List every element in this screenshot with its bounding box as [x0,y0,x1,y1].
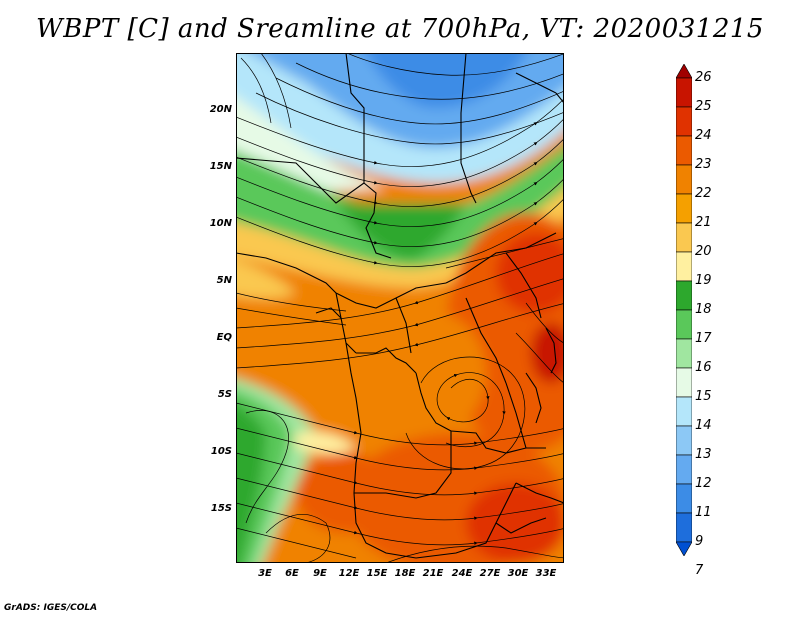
colorbar-swatch [676,193,692,224]
colorbar-label: 14 [695,418,712,433]
y-tick-label: 10S [210,446,232,457]
chart-title: WBPT [C] and Sreamline at 700hPa, VT: 20… [36,14,764,44]
x-tick-label: 9E [313,568,327,579]
colorbar-label: 25 [695,99,712,114]
x-tick-label: 18E [394,568,416,579]
colorbar-label: 19 [695,273,712,288]
colorbar-label: 23 [695,157,712,172]
colorbar-swatch [676,454,692,485]
y-tick-label: 5S [217,389,232,400]
colorbar-bottom-arrow [676,541,692,556]
colorbar-label: 9 [695,534,704,549]
colorbar [676,64,692,556]
colorbar-label: 22 [695,186,712,201]
map-panel [236,53,564,563]
colorbar-swatch [676,367,692,398]
colorbar-swatch [676,77,692,108]
colorbar-swatch [676,396,692,427]
colorbar-swatch [676,483,692,514]
x-tick-label: 33E [535,568,557,579]
x-tick-label: 21E [422,568,444,579]
colorbar-label: 24 [695,128,712,143]
colorbar-swatch [676,338,692,369]
y-tick-label: 15S [210,503,232,514]
colorbar-label: 11 [695,505,712,520]
x-tick-label: 6E [285,568,299,579]
colorbar-label: 21 [695,215,712,230]
colorbar-swatch [676,309,692,340]
x-tick-label: 24E [451,568,473,579]
y-tick-label: 20N [209,104,232,115]
colorbar-label: 20 [695,244,712,259]
wbpt-map [236,53,564,563]
y-tick-label: 5N [216,275,232,286]
colorbar-top-arrow [676,64,692,79]
colorbar-label: 18 [695,302,712,317]
colorbar-swatch [676,425,692,456]
x-tick-label: 12E [338,568,360,579]
grads-credit: GrADS: IGES/COLA [4,603,98,613]
y-tick-label: 15N [209,161,232,172]
colorbar-label: 15 [695,389,712,404]
x-tick-label: 30E [507,568,529,579]
x-tick-label: 3E [258,568,272,579]
colorbar-label: 16 [695,360,712,375]
y-tick-label: 10N [209,218,232,229]
colorbar-label: 26 [695,70,712,85]
colorbar-label: 7 [695,563,704,578]
x-tick-label: 27E [479,568,501,579]
colorbar-swatch [676,106,692,137]
colorbar-swatch [676,222,692,253]
streamlines [236,53,564,563]
colorbar-swatch [676,164,692,195]
colorbar-swatch [676,251,692,282]
x-tick-label: 15E [366,568,388,579]
colorbar-swatch [676,135,692,166]
y-tick-label: EQ [216,332,232,343]
colorbar-label: 17 [695,331,712,346]
colorbar-label: 12 [695,476,712,491]
colorbar-swatch [676,512,692,543]
colorbar-label: 13 [695,447,712,462]
colorbar-swatch [676,280,692,311]
